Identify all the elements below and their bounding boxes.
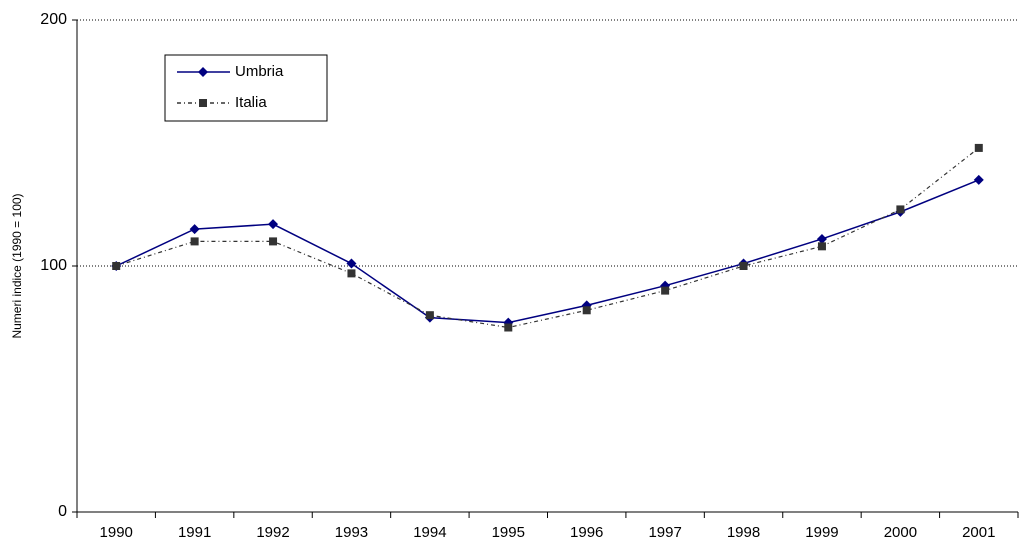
x-tick-label: 1994 [413,524,446,541]
marker [347,269,356,278]
x-tick-label: 1992 [256,524,289,541]
marker [817,242,826,251]
x-tick-label: 1995 [492,524,525,541]
marker [582,306,591,315]
marker [425,311,434,320]
marker [199,99,207,107]
marker [269,237,278,246]
x-tick-label: 1997 [648,524,681,541]
x-tick-label: 1999 [805,524,838,541]
x-tick-label: 1996 [570,524,603,541]
legend-box [164,54,328,122]
marker [973,174,984,185]
legend-label: Umbria [235,63,284,80]
x-tick-label: 1993 [335,524,368,541]
legend-label: Italia [235,94,267,111]
x-tick-label: 2000 [884,524,917,541]
x-tick-label: 1991 [178,524,211,541]
marker [816,233,827,244]
marker [896,205,905,214]
marker [198,67,208,77]
x-tick-label: 1998 [727,524,760,541]
y-tick-label: 100 [40,257,67,274]
marker [112,262,121,270]
marker [974,143,983,152]
series-line [115,179,980,324]
marker [346,258,357,269]
marker [268,219,279,230]
x-tick-label: 1990 [100,524,133,541]
marker [661,286,670,295]
y-axis-label: Numeri indice (1990 = 100) [10,193,24,338]
x-tick-label: 2001 [962,524,995,541]
series-line [116,147,980,329]
marker [189,224,200,235]
y-tick-label: 200 [40,11,67,28]
y-tick-label: 0 [58,503,67,520]
marker [504,323,513,332]
marker [190,237,199,246]
marker [739,262,748,270]
